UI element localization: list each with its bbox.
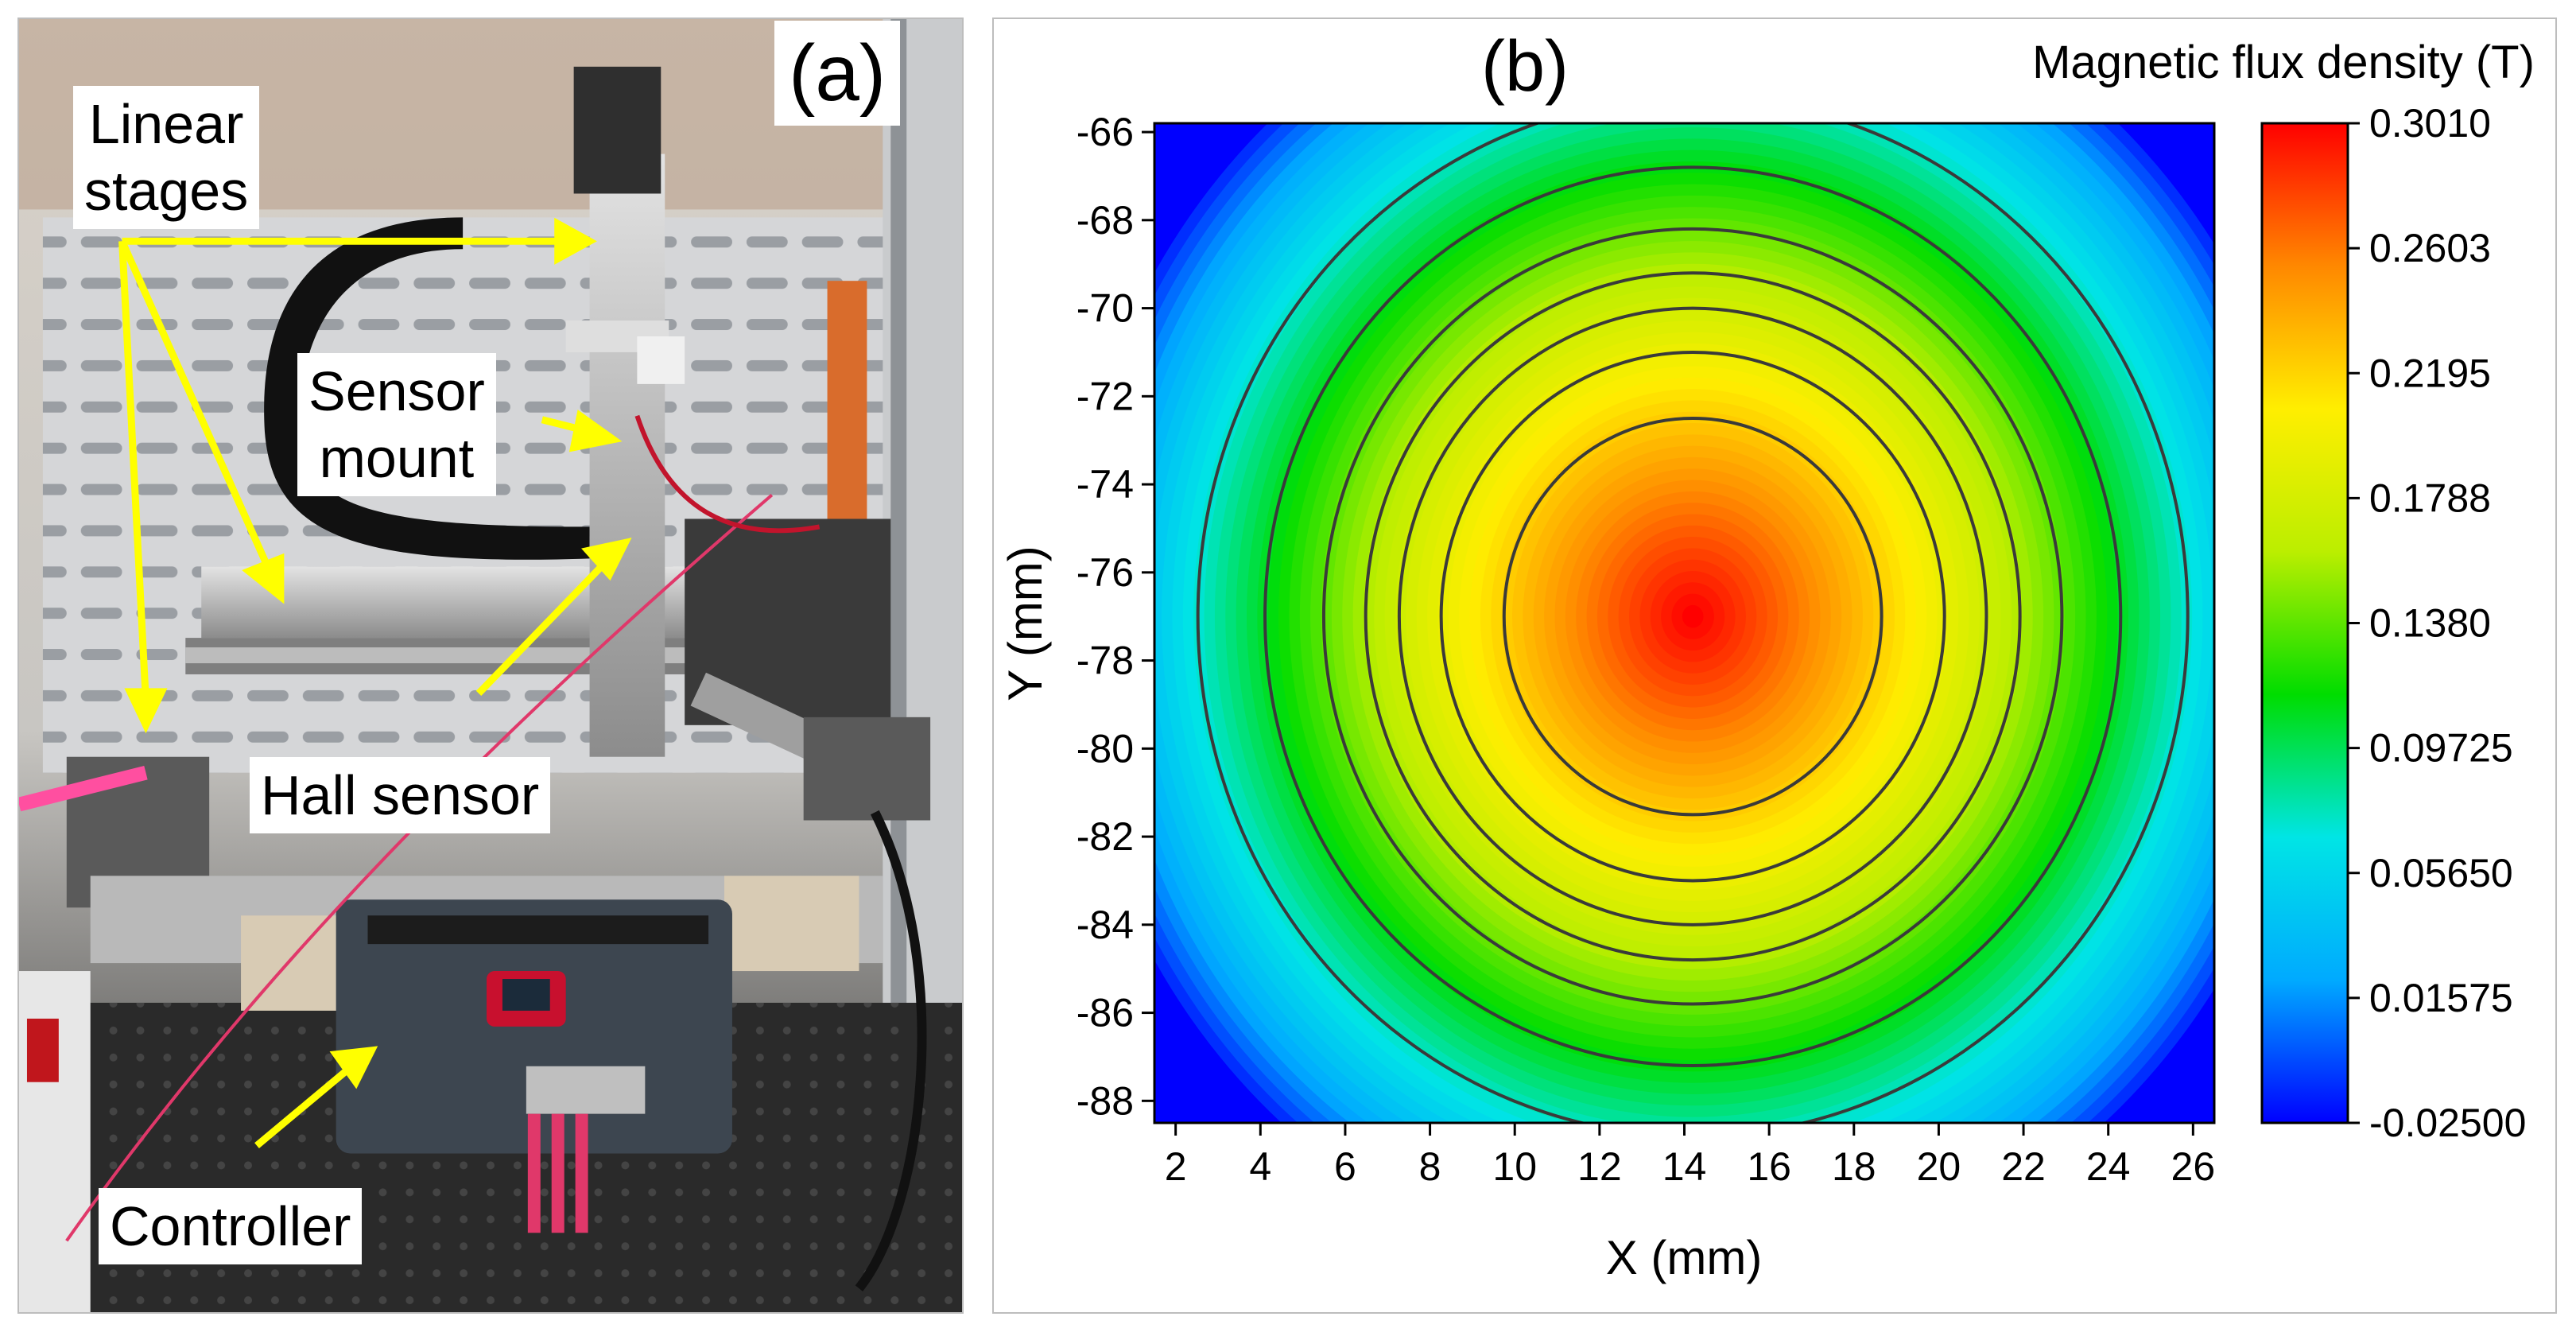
y-tick-label: -74 [1077,462,1134,507]
y-tick-label: -76 [1077,550,1134,595]
x-axis-title: X (mm) [1606,1231,1763,1284]
magnetic-field-heatmap: 2 4 6 8 10 12 14 16 18 20 22 24 26 -66-68-70-72-74-7… [999,27,2535,1284]
x-tick-label: 12 [1577,1144,1622,1189]
chart-panel-b: 2 4 6 8 10 12 14 16 18 20 22 24 26 -66 -68 -70 -72 -74 -7… [992,17,2557,1314]
y-tick-label: -88 [1077,1078,1134,1123]
y-axis-title: Y (mm) [999,546,1052,701]
colorbar-tick-label: 0.2195 [2369,351,2491,395]
panel-b-label: (b) [1481,27,1569,107]
y-tick-label: -78 [1077,639,1134,683]
y-tick-label: -84 [1077,903,1134,947]
colorbar-tick-label: 0.3010 [2369,101,2491,146]
contour-line [1502,417,1884,817]
linear-stages-label: Linear stages [73,86,260,229]
colorbar [2260,122,2349,1124]
y-tick-label: -72 [1077,374,1134,418]
x-tick-label: 4 [1249,1144,1271,1189]
colorbar-tick-label: 0.2603 [2369,226,2491,270]
heatmap-band [1682,604,1704,628]
heatmap-fill [1154,123,2214,1123]
contour-line [1321,227,2064,1006]
y-tick-label: -82 [1077,814,1134,859]
x-tick-label: 20 [1917,1144,1961,1189]
x-tick-label: 10 [1492,1144,1537,1189]
lbl-linear-line-1: stages [84,160,249,222]
hall-sensor-label: Hall sensor [250,757,551,833]
x-tick-label: 22 [2001,1144,2046,1189]
contour-line [1439,350,1946,883]
y-tick-label: -86 [1077,991,1134,1035]
y-tick-label: -70 [1077,286,1134,331]
y-axis: -66 -68 -70 -72 -74 -76 -78 -80 -82 -84 -86 -88 [1077,110,1154,1123]
contour-line [1364,271,2022,962]
y-tick-label: -66 [1077,110,1134,154]
x-tick-label: 14 [1662,1144,1707,1189]
colorbar-tick-label: 0.09725 [2369,726,2513,771]
colorbar-title: Magnetic flux density (T) [2032,37,2535,88]
colorbar-ticks: 0.3010 0.2603 0.2195 0.1788 0.1380 0.09725 0.0… [2348,101,2526,1145]
orange-bracket [827,281,867,535]
colorbar-tick-label: 0.01575 [2369,976,2513,1020]
lbl-linear-line-0: Linear [88,93,244,155]
x-tick-label: 6 [1334,1144,1356,1189]
colorbar-tick-label: 0.1380 [2369,601,2491,646]
annotation-arrows [118,217,632,1148]
controller-label: Controller [99,1188,363,1264]
x-tick-label: 18 [1832,1144,1876,1189]
contour-line [1196,123,2190,1123]
contour-lines [1196,123,2190,1123]
colorbar-tick-label: -0.02500 [2369,1101,2526,1145]
sensor-mount-label: Sensor mount [297,353,496,496]
stepper-motor-top [573,66,661,194]
lbl-mount-line-1: mount [319,427,475,489]
x-tick-label: 26 [2171,1144,2216,1189]
panel-a-label: (a) [774,21,901,126]
x-tick-label: 8 [1419,1144,1441,1189]
contour-line [1263,165,2123,1068]
colorbar-tick-label: 0.05650 [2369,851,2513,895]
stepper-motor-right [803,717,931,821]
y-tick-label: -68 [1077,198,1134,243]
contour-line [1397,306,1988,926]
x-tick-label: 16 [1747,1144,1791,1189]
y-tick-label: -80 [1077,726,1134,771]
colorbar-tick-label: 0.1788 [2369,476,2491,520]
x-tick-label: 24 [2086,1144,2131,1189]
x-axis: 2 4 6 8 10 12 14 16 18 20 22 24 26 [1165,1123,2215,1189]
photo-panel-a: (a) Linear stages Sensor mount Hall sensor… [17,17,964,1314]
x-tick-label: 2 [1165,1144,1187,1189]
lbl-mount-line-0: Sensor [308,360,485,422]
